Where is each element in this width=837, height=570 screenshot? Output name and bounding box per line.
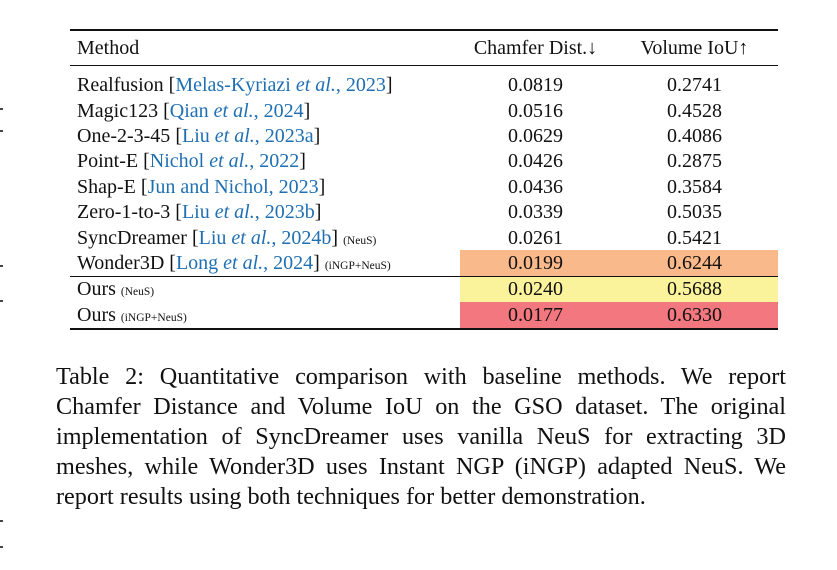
method-name: Point-E — [77, 150, 139, 173]
iou-value-second-best: 0.6244 — [610, 250, 778, 277]
table-row: SyncDreamer [Liu et al., 2024b] (NeuS) 0… — [70, 225, 778, 250]
method-name: Ours — [77, 303, 116, 326]
citation-link[interactable]: Liu et al., 2023b — [181, 201, 315, 224]
citation-link[interactable]: Liu et al., 2023a — [181, 125, 314, 148]
method-cell: Ours (NeuS) — [70, 275, 461, 303]
table-row: Zero-1-to-3 [Liu et al., 2023b] 0.0339 0… — [70, 200, 778, 225]
chamfer-value: 0.0629 — [508, 125, 563, 148]
method-cell: Realfusion [Melas-Kyriazi et al., 2023] — [77, 74, 393, 96]
method-cell: Wonder3D [Long et al., 2024] (iNGP+NeuS) — [77, 252, 391, 275]
method-variant-tag: (NeuS) — [343, 234, 377, 247]
method-cell: Shap-E [Jun and Nichol, 2023] — [77, 175, 326, 198]
method-cell: Ours (iNGP+NeuS) — [70, 302, 461, 330]
margin-mark — [0, 520, 3, 522]
header-chamfer: Chamfer Dist.↓ — [473, 37, 598, 59]
method-variant-tag: (iNGP+NeuS) — [324, 260, 391, 273]
results-table: Method Chamfer Dist.↓ Volume IoU↑ Realfu… — [70, 29, 778, 330]
iou-value: 0.3584 — [666, 175, 722, 198]
method-name: Wonder3D — [77, 252, 165, 275]
table-row-ours-ingp: Ours (iNGP+NeuS) 0.0177 0.6330 — [70, 302, 778, 330]
margin-mark — [0, 265, 3, 267]
table-row: One-2-3-45 [Liu et al., 2023a] 0.0629 0.… — [70, 123, 778, 148]
iou-value: 0.4528 — [666, 99, 722, 122]
iou-value-third-best: 0.5688 — [610, 275, 778, 303]
margin-mark — [0, 108, 3, 110]
method-cell: One-2-3-45 [Liu et al., 2023a] — [77, 125, 321, 148]
margin-mark — [0, 300, 3, 302]
chamfer-value-best: 0.0177 — [460, 302, 611, 330]
method-name: Zero-1-to-3 — [77, 201, 171, 224]
chamfer-value: 0.0436 — [508, 175, 563, 198]
method-name: Shap-E — [77, 175, 136, 198]
iou-value: 0.5421 — [666, 226, 722, 249]
iou-value-best: 0.6330 — [610, 302, 778, 330]
table-header-row: Method Chamfer Dist.↓ Volume IoU↑ — [70, 30, 778, 66]
iou-value: 0.2875 — [666, 150, 722, 173]
citation-link[interactable]: Jun and Nichol, 2023 — [147, 175, 319, 198]
chamfer-value-third-best: 0.0240 — [460, 275, 611, 303]
citation-link[interactable]: Qian et al., 2024 — [169, 99, 304, 122]
method-cell: Zero-1-to-3 [Liu et al., 2023b] — [77, 201, 322, 224]
method-name: Magic123 — [77, 99, 159, 122]
method-cell: Point-E [Nichol et al., 2022] — [77, 150, 306, 173]
margin-mark — [0, 546, 3, 548]
method-name: One-2-3-45 — [77, 125, 171, 148]
chamfer-value-second-best: 0.0199 — [460, 250, 611, 277]
citation-link[interactable]: Long et al., 2024 — [175, 252, 314, 275]
method-cell: Magic123 [Qian et al., 2024] — [77, 99, 311, 122]
results-table-container: Method Chamfer Dist.↓ Volume IoU↑ Realfu… — [70, 29, 778, 330]
table-caption: Table 2: Quantitative comparison with ba… — [56, 363, 786, 510]
iou-value: 0.2741 — [666, 74, 722, 96]
table-row: Shap-E [Jun and Nichol, 2023] 0.0436 0.3… — [70, 174, 778, 199]
chamfer-value: 0.0426 — [508, 150, 563, 173]
table-row: Realfusion [Melas-Kyriazi et al., 2023] … — [70, 66, 778, 99]
table-row-ours-neus: Ours (NeuS) 0.0240 0.5688 — [70, 275, 778, 303]
margin-mark — [0, 130, 3, 132]
table-row: Point-E [Nichol et al., 2022] 0.0426 0.2… — [70, 149, 778, 174]
method-name: Realfusion — [77, 74, 164, 96]
table-row: Magic123 [Qian et al., 2024] 0.0516 0.45… — [70, 98, 778, 123]
header-method: Method — [77, 37, 140, 59]
citation-link[interactable]: Liu et al., 2024b — [198, 226, 332, 249]
iou-value: 0.4086 — [666, 125, 722, 148]
table-row: Wonder3D [Long et al., 2024] (iNGP+NeuS)… — [70, 250, 778, 277]
citation-link[interactable]: Melas-Kyriazi et al., 2023 — [175, 74, 386, 96]
chamfer-value: 0.0516 — [508, 99, 563, 122]
method-name: SyncDreamer — [77, 226, 187, 249]
header-iou: Volume IoU↑ — [640, 37, 749, 59]
chamfer-value: 0.0339 — [508, 201, 563, 224]
method-variant-tag: (iNGP+NeuS) — [120, 311, 187, 324]
method-variant-tag: (NeuS) — [120, 286, 155, 299]
iou-value: 0.5035 — [666, 201, 722, 224]
method-name: Ours — [77, 278, 116, 301]
chamfer-value: 0.0261 — [508, 226, 563, 249]
chamfer-value: 0.0819 — [508, 74, 563, 96]
citation-link[interactable]: Nichol et al., 2022 — [149, 150, 300, 173]
method-cell: SyncDreamer [Liu et al., 2024b] (NeuS) — [77, 226, 377, 249]
